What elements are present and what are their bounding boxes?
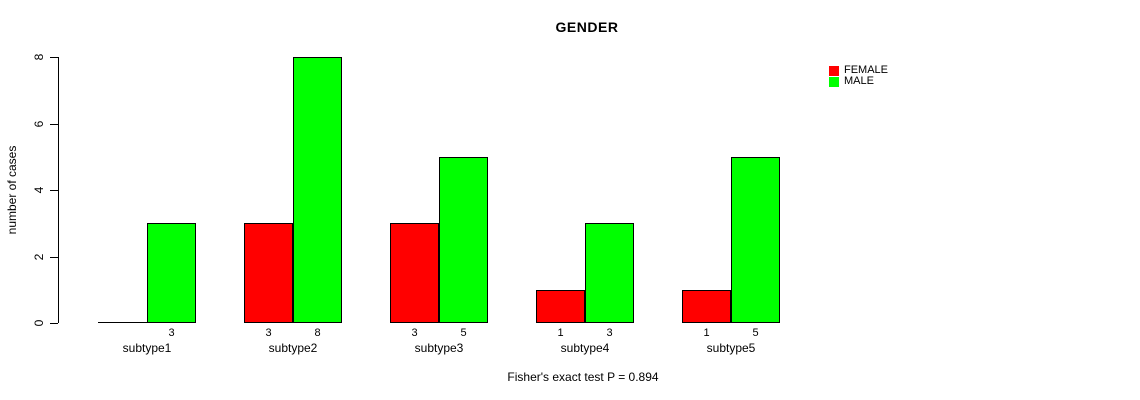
legend-label: FEMALE (844, 64, 889, 76)
y-tick-mark (50, 124, 58, 125)
x-category-label-subtype2: subtype2 (268, 341, 318, 355)
x-category-label-subtype3: subtype3 (414, 341, 464, 355)
y-tick-label: 2 (32, 253, 46, 261)
chart-title: GENDER (555, 19, 619, 35)
bar-female-subtype5 (682, 290, 731, 323)
bar-value-label: 1 (703, 327, 710, 339)
bar-value-label: 3 (606, 327, 613, 339)
bar-male-subtype5 (731, 157, 780, 323)
bar-value-label: 3 (168, 327, 175, 339)
legend-item-male: MALE (829, 76, 888, 87)
bar-value-label: 5 (752, 327, 759, 339)
y-tick-mark (50, 323, 58, 324)
legend-item-female: FEMALE (829, 65, 888, 76)
legend-swatch-male (829, 76, 839, 87)
x-category-label-subtype4: subtype4 (560, 341, 610, 355)
x-category-label-subtype1: subtype1 (122, 341, 172, 355)
bar-male-subtype3 (439, 157, 488, 323)
bar-value-label: 8 (314, 327, 321, 339)
chart-legend: FEMALE MALE (829, 65, 888, 87)
bar-female-subtype4 (536, 290, 585, 323)
y-tick-mark (50, 257, 58, 258)
bar-female-subtype1-zero (98, 322, 147, 323)
legend-swatch-female (829, 65, 839, 76)
y-axis-line (58, 57, 59, 323)
y-tick-label: 4 (32, 186, 46, 194)
bar-male-subtype2 (293, 57, 342, 323)
bar-male-subtype1 (147, 223, 196, 323)
stat-annotation: Fisher's exact test P = 0.894 (507, 370, 659, 384)
y-axis-title: number of cases (5, 145, 19, 235)
bar-value-label: 1 (557, 327, 564, 339)
bar-value-label: 3 (411, 327, 418, 339)
y-tick-mark (50, 57, 58, 58)
bar-male-subtype4 (585, 223, 634, 323)
y-tick-label: 0 (32, 319, 46, 327)
bar-value-label: 5 (460, 327, 467, 339)
bar-female-subtype3 (390, 223, 439, 323)
x-category-label-subtype5: subtype5 (706, 341, 756, 355)
legend-label: MALE (844, 75, 874, 87)
y-tick-label: 8 (32, 53, 46, 61)
y-tick-label: 6 (32, 120, 46, 128)
bar-female-subtype2 (244, 223, 293, 323)
y-tick-mark (50, 190, 58, 191)
bar-value-label: 3 (265, 327, 272, 339)
